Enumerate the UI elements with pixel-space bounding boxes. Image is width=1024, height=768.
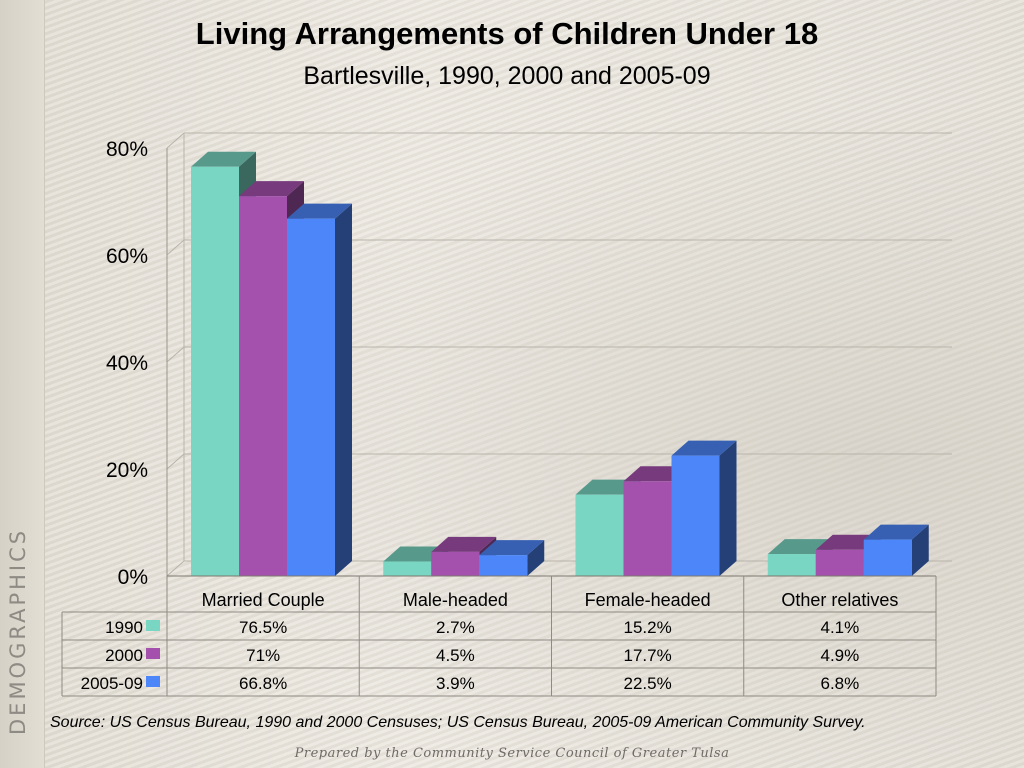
y-tick-label: 80% xyxy=(106,138,148,161)
legend-swatch xyxy=(146,676,160,687)
bar-top xyxy=(671,440,737,456)
bar xyxy=(287,218,335,576)
bar xyxy=(191,166,239,576)
bar xyxy=(383,561,432,576)
legend-swatch xyxy=(146,620,160,631)
bar-top xyxy=(863,524,929,540)
bar xyxy=(815,549,864,576)
source-note: Source: US Census Bureau, 1990 and 2000 … xyxy=(50,714,866,731)
category-label: Male-headed xyxy=(403,590,508,610)
data-label: 2.7% xyxy=(436,618,475,637)
data-label: 4.1% xyxy=(821,618,860,637)
bar-top xyxy=(479,540,545,556)
bar-side xyxy=(719,440,737,576)
bar-side xyxy=(911,524,929,576)
chart-subtitle: Bartlesville, 1990, 2000 and 2005-09 xyxy=(303,62,711,90)
chart-title: Living Arrangements of Children Under 18 xyxy=(195,16,819,51)
bar xyxy=(863,539,912,576)
footer-credit: Prepared by the Community Service Counci… xyxy=(294,746,730,761)
data-label: 22.5% xyxy=(624,674,672,693)
gridline-depth xyxy=(166,239,185,256)
data-label: 17.7% xyxy=(624,646,672,665)
y-tick-label: 0% xyxy=(118,566,148,589)
gridline-depth xyxy=(166,346,185,363)
bar xyxy=(575,494,624,576)
category-label: Married Couple xyxy=(202,590,325,610)
data-label: 4.5% xyxy=(436,646,475,665)
data-label: 71% xyxy=(246,646,280,665)
left-side-band xyxy=(0,0,45,768)
legend-swatch xyxy=(146,648,160,659)
data-label: 66.8% xyxy=(239,674,287,693)
legend-label: 2005-09 xyxy=(81,674,143,693)
bar xyxy=(671,455,720,576)
gridline-depth xyxy=(166,560,185,577)
bar xyxy=(623,481,672,576)
category-label: Female-headed xyxy=(585,590,711,610)
bar-top xyxy=(191,151,256,167)
data-label: 76.5% xyxy=(239,618,287,637)
y-tick-label: 60% xyxy=(106,245,148,268)
legend-label: 2000 xyxy=(105,646,143,665)
bar xyxy=(479,555,528,576)
bar-top xyxy=(287,203,352,219)
bar xyxy=(239,196,287,576)
gridline-depth xyxy=(166,453,185,470)
data-label: 6.8% xyxy=(821,674,860,693)
y-tick-label: 20% xyxy=(106,459,148,482)
bar xyxy=(767,554,816,576)
data-label: 15.2% xyxy=(624,618,672,637)
bar-side xyxy=(335,203,352,576)
bar xyxy=(431,551,480,576)
legend-label: 1990 xyxy=(105,618,143,637)
y-tick-label: 40% xyxy=(106,352,148,375)
gridline-depth xyxy=(166,132,185,149)
bar-top xyxy=(431,536,497,552)
bar-top xyxy=(239,181,304,197)
category-label: Other relatives xyxy=(781,590,898,610)
bar-side xyxy=(527,540,545,576)
data-label: 3.9% xyxy=(436,674,475,693)
data-label: 4.9% xyxy=(821,646,860,665)
